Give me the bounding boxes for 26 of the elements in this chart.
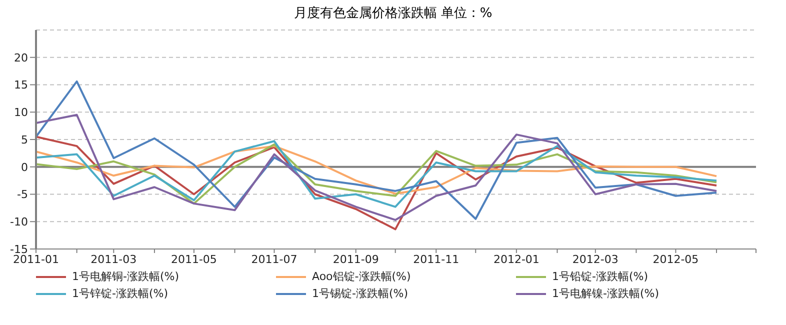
x-tick-label: 2011-11 (413, 252, 460, 266)
legend-label: 1号锡锭-涨跌幅(%) (312, 286, 408, 301)
y-tick-label: 20 (14, 51, 28, 64)
line-series (36, 114, 718, 221)
x-tick-label: 2012-05 (652, 252, 699, 266)
legend-label: 1号电解铜-涨跌幅(%) (72, 269, 180, 284)
line-series (36, 80, 718, 220)
legend-label: 1号电解镍-涨跌幅(%) (552, 286, 660, 301)
line-series (36, 136, 718, 230)
x-tick-label: 2011-07 (251, 252, 298, 266)
y-tick-label: 5 (21, 133, 28, 146)
x-tick-label: 2012-01 (493, 252, 540, 266)
chart-title: 月度有色金属价格涨跌幅 单位：% (292, 5, 494, 23)
line-series (36, 145, 718, 195)
x-tick-label: 2011-03 (90, 252, 137, 266)
legend-label: 1号锌锭-涨跌幅(%) (72, 286, 168, 301)
y-tick-label: 15 (14, 78, 28, 92)
y-tick-label: -5 (17, 188, 28, 202)
x-tick-label: 2011-05 (170, 252, 217, 266)
y-tick-label: 0 (21, 160, 28, 174)
x-tick-label: 2011-09 (332, 252, 379, 266)
legend-label: Aoo铝锭-涨跌幅(%) (312, 269, 411, 284)
legend-label: 1号铅锭-涨跌幅(%) (552, 269, 648, 284)
y-tick-label: -10 (10, 216, 28, 229)
y-tick-label: 10 (14, 106, 28, 120)
x-tick-label: 2012-03 (572, 252, 618, 266)
